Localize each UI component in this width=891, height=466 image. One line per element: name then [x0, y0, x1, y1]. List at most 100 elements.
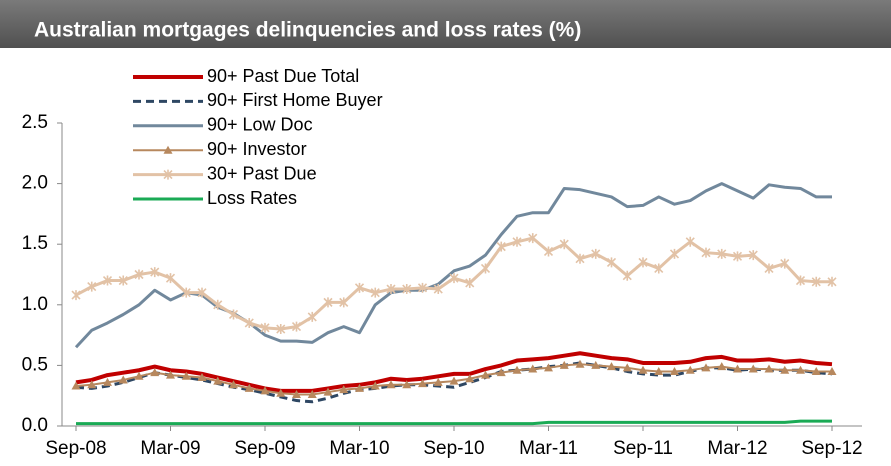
marker: [575, 253, 585, 264]
marker: [733, 364, 742, 373]
marker: [87, 380, 97, 389]
marker: [795, 275, 806, 286]
marker: [701, 247, 711, 258]
marker: [449, 273, 459, 284]
marker: [291, 321, 302, 332]
marker: [402, 380, 412, 389]
legend-label: Loss Rates: [207, 188, 297, 208]
marker: [543, 246, 554, 257]
y-tick-label: 1.0: [22, 294, 48, 315]
x-tick-label: Sep-08: [45, 438, 106, 459]
legend-label: 30+ Past Due: [207, 163, 317, 183]
marker: [386, 284, 396, 295]
marker: [654, 263, 664, 274]
x-tick-label: Mar-12: [707, 438, 767, 459]
marker: [748, 250, 758, 261]
marker: [181, 371, 191, 380]
marker: [103, 377, 112, 386]
marker: [402, 284, 412, 295]
x-tick-label: Mar-10: [329, 438, 389, 459]
marker: [480, 263, 491, 274]
marker: [323, 297, 333, 308]
marker: [163, 145, 173, 154]
marker: [732, 251, 743, 262]
legend-label: 90+ Low Doc: [207, 115, 313, 135]
marker: [417, 282, 428, 293]
x-tick-label: Sep-10: [423, 438, 484, 459]
marker: [370, 287, 380, 298]
marker: [244, 317, 254, 328]
marker: [260, 386, 270, 395]
marker: [276, 388, 286, 397]
marker: [228, 309, 239, 320]
marker: [528, 233, 538, 244]
x-tick-label: Sep-11: [613, 438, 673, 459]
marker: [323, 387, 333, 396]
marker: [764, 364, 774, 373]
y-tick-label: 0.0: [22, 415, 48, 436]
marker: [591, 360, 601, 369]
marker: [213, 299, 223, 310]
marker: [71, 290, 81, 301]
marker: [197, 373, 207, 382]
x-tick-label: Mar-11: [519, 438, 578, 459]
marker: [638, 365, 648, 374]
marker: [717, 248, 727, 259]
marker: [134, 371, 144, 380]
marker: [449, 376, 459, 385]
marker: [780, 258, 790, 269]
series-line: [75, 351, 833, 393]
legend-label: 90+ Investor: [207, 139, 307, 159]
marker: [118, 275, 128, 286]
marker: [118, 375, 128, 384]
marker: [528, 364, 538, 373]
marker: [355, 383, 364, 392]
marker: [307, 389, 317, 398]
marker: [386, 380, 396, 389]
marker: [559, 360, 569, 369]
series-line: [76, 419, 832, 426]
marker: [102, 275, 113, 286]
marker: [433, 284, 443, 295]
marker: [575, 359, 585, 368]
x-tick-label: Sep-09: [234, 438, 295, 459]
marker: [796, 365, 805, 374]
marker: [685, 365, 695, 374]
marker: [465, 277, 475, 288]
marker: [197, 287, 207, 298]
marker: [669, 248, 680, 259]
marker: [717, 362, 727, 371]
marker: [181, 287, 191, 298]
chart-title: Australian mortgages delinquencies and l…: [34, 19, 581, 42]
marker: [811, 366, 821, 375]
marker: [496, 368, 506, 377]
marker: [559, 239, 569, 250]
marker: [150, 267, 160, 278]
marker: [354, 282, 365, 293]
marker: [433, 377, 443, 386]
legend-label: 90+ First Home Buyer: [207, 90, 383, 110]
y-tick-label: 0.5: [22, 354, 48, 375]
marker: [638, 257, 648, 268]
marker: [87, 281, 97, 292]
marker: [465, 374, 475, 383]
marker: [229, 380, 238, 389]
series-line: [74, 182, 832, 349]
marker: [166, 370, 175, 379]
marker: [670, 366, 679, 375]
marker: [606, 257, 617, 268]
marker: [150, 368, 160, 377]
marker: [685, 236, 695, 247]
marker: [496, 241, 506, 252]
marker: [512, 365, 522, 374]
marker: [512, 236, 522, 247]
marker: [260, 322, 270, 333]
marker: [748, 364, 758, 373]
plot: 0.0 0.5 1.0 1.5 2.0 2.5 Sep-08 Mar-09 Sep-09 Mar-…: [22, 66, 863, 459]
marker: [339, 297, 349, 308]
marker: [339, 385, 349, 394]
y-tick-label: 2.5: [22, 112, 48, 133]
marker: [292, 389, 301, 398]
title-bar: [0, 0, 891, 48]
